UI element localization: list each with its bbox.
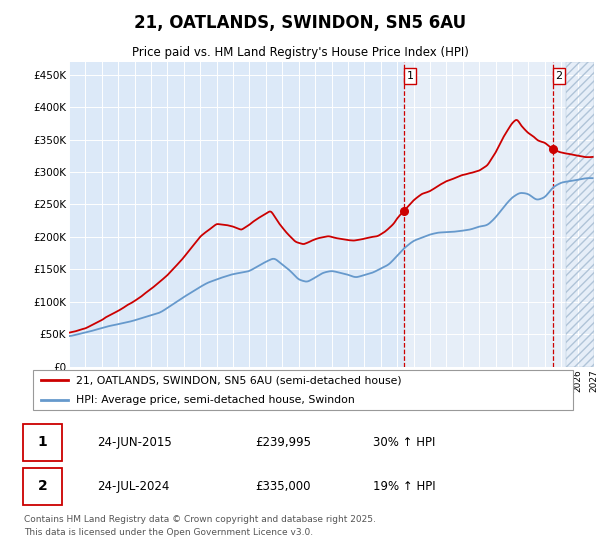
FancyBboxPatch shape <box>33 370 573 410</box>
Text: 1: 1 <box>37 435 47 449</box>
Text: 30% ↑ HPI: 30% ↑ HPI <box>373 436 436 449</box>
Text: Price paid vs. HM Land Registry's House Price Index (HPI): Price paid vs. HM Land Registry's House … <box>131 46 469 59</box>
Text: HPI: Average price, semi-detached house, Swindon: HPI: Average price, semi-detached house,… <box>76 395 355 405</box>
FancyBboxPatch shape <box>23 424 62 461</box>
Text: 21, OATLANDS, SWINDON, SN5 6AU (semi-detached house): 21, OATLANDS, SWINDON, SN5 6AU (semi-det… <box>76 375 402 385</box>
Text: £239,995: £239,995 <box>255 436 311 449</box>
Text: £335,000: £335,000 <box>255 480 310 493</box>
Text: 24-JUN-2015: 24-JUN-2015 <box>97 436 172 449</box>
Bar <box>404 62 594 367</box>
Text: 1: 1 <box>406 71 413 81</box>
Text: 21, OATLANDS, SWINDON, SN5 6AU: 21, OATLANDS, SWINDON, SN5 6AU <box>134 14 466 32</box>
FancyBboxPatch shape <box>23 468 62 505</box>
Text: 24-JUL-2024: 24-JUL-2024 <box>97 480 169 493</box>
Text: Contains HM Land Registry data © Crown copyright and database right 2025.
This d: Contains HM Land Registry data © Crown c… <box>23 515 376 537</box>
Text: 2: 2 <box>37 479 47 493</box>
Text: 2: 2 <box>556 71 563 81</box>
Text: 19% ↑ HPI: 19% ↑ HPI <box>373 480 436 493</box>
